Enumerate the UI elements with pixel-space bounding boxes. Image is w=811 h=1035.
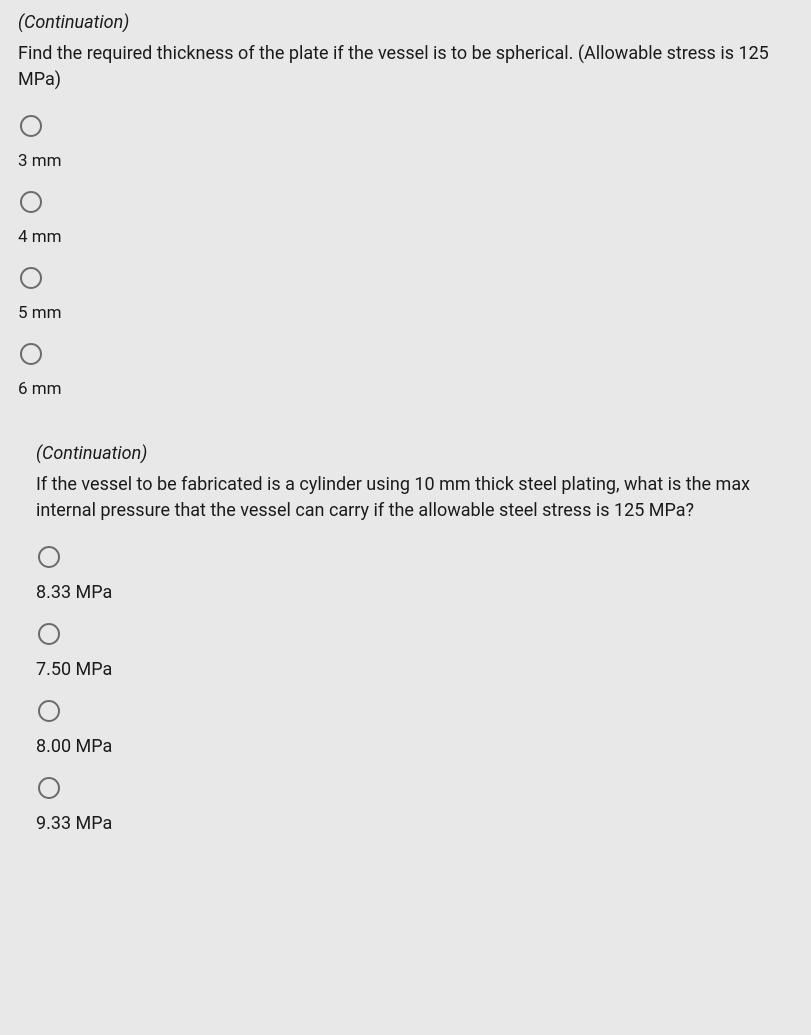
continuation-label: (Continuation) — [36, 443, 801, 464]
option-label: 3 mm — [18, 151, 62, 171]
option-row: 4 mm — [18, 181, 793, 251]
option-row: 7.50 MPa — [36, 613, 801, 684]
option-row: 9.33 MPa — [36, 767, 801, 838]
radio-button[interactable] — [20, 343, 42, 365]
option-row: 5 mm — [18, 257, 793, 327]
question-block-2: (Continuation) If the vessel to be fabri… — [0, 431, 811, 866]
option-row: 6 mm — [18, 333, 793, 403]
option-label: 8.00 MPa — [36, 736, 112, 757]
question-text: If the vessel to be fabricated is a cyli… — [36, 472, 801, 524]
option-group: 3 mm 4 mm 5 mm 6 mm — [18, 105, 793, 403]
option-label: 6 mm — [18, 379, 62, 399]
option-row: 8.33 MPa — [36, 536, 801, 607]
radio-button[interactable] — [20, 115, 42, 137]
option-label: 8.33 MPa — [36, 582, 112, 603]
radio-button[interactable] — [38, 546, 60, 568]
option-row: 8.00 MPa — [36, 690, 801, 761]
radio-button[interactable] — [20, 191, 42, 213]
question-text: Find the required thickness of the plate… — [18, 41, 793, 93]
option-label: 4 mm — [18, 227, 62, 247]
radio-button[interactable] — [20, 267, 42, 289]
option-label: 5 mm — [18, 303, 62, 323]
option-label: 9.33 MPa — [36, 813, 112, 834]
radio-button[interactable] — [38, 777, 60, 799]
question-block-1: (Continuation) Find the required thickne… — [0, 0, 811, 431]
radio-button[interactable] — [38, 700, 60, 722]
option-group: 8.33 MPa 7.50 MPa 8.00 MPa 9.33 MPa — [36, 536, 801, 838]
option-label: 7.50 MPa — [36, 659, 112, 680]
continuation-label: (Continuation) — [18, 12, 793, 33]
option-row: 3 mm — [18, 105, 793, 175]
radio-button[interactable] — [38, 623, 60, 645]
